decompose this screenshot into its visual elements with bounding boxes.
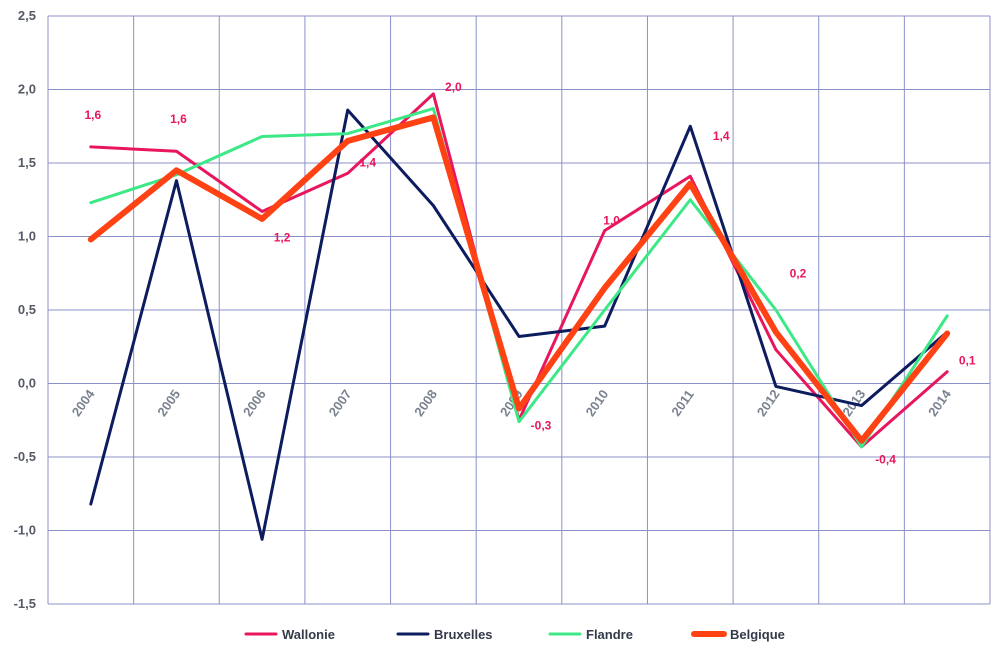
x-tick-label: 2010 <box>583 387 612 419</box>
legend-label-belgique: Belgique <box>730 627 785 642</box>
wallonie-data-label: 1,4 <box>713 129 730 143</box>
wallonie-data-label: 1,6 <box>170 112 187 126</box>
wallonie-data-label: 1,0 <box>603 214 620 228</box>
series-lines <box>87 92 951 541</box>
x-tick-label: 2014 <box>925 386 954 419</box>
x-tick-label: 2011 <box>668 387 696 419</box>
wallonie-data-label: 2,0 <box>445 80 462 94</box>
wallonie-data-label: 1,4 <box>359 155 376 169</box>
series-line-belgique <box>87 114 951 444</box>
y-tick-label: 2,5 <box>18 8 36 23</box>
wallonie-data-label: -0,3 <box>531 418 552 432</box>
y-tick-label: 1,0 <box>18 229 36 244</box>
x-tick-label: 2007 <box>326 387 355 419</box>
x-tick-label: 2008 <box>411 387 440 419</box>
wallonie-data-label: 1,2 <box>274 231 291 245</box>
y-tick-label: 2,0 <box>18 82 36 97</box>
wallonie-data-label: -0,4 <box>875 453 896 467</box>
series-line-flandre <box>89 107 949 449</box>
x-tick-label: 2005 <box>154 387 183 419</box>
y-tick-label: 1,5 <box>18 155 36 170</box>
y-tick-label: 0,5 <box>18 302 36 317</box>
y-tick-label: -1,5 <box>14 596 36 611</box>
series-line-bruxelles <box>89 108 949 541</box>
legend-label-bruxelles: Bruxelles <box>434 627 493 642</box>
wallonie-data-label: 0,2 <box>790 267 807 281</box>
y-tick-label: 0,0 <box>18 376 36 391</box>
legend-label-flandre: Flandre <box>586 627 633 642</box>
x-tick-label: 2004 <box>69 386 98 419</box>
data-labels: 1,6 1,6 1,2 1,4 2,0 -0,3 1,0 1,4 0,2 -0,4 0,1 <box>84 80 975 467</box>
legend-label-wallonie: Wallonie <box>282 627 335 642</box>
y-tick-label: -1,0 <box>14 523 36 538</box>
x-tick-label: 2012 <box>754 387 783 419</box>
grid-lines <box>47 15 991 605</box>
y-axis-ticks: 2,5 2,0 1,5 1,0 0,5 0,0 -0,5 -1,0 -1,5 <box>14 8 36 611</box>
x-tick-label: 2006 <box>240 387 269 419</box>
legend: Wallonie Bruxelles Flandre Belgique <box>244 627 785 642</box>
y-tick-label: -0,5 <box>14 449 36 464</box>
wallonie-data-label: 1,6 <box>84 108 101 122</box>
wallonie-data-label: 0,1 <box>959 354 976 368</box>
